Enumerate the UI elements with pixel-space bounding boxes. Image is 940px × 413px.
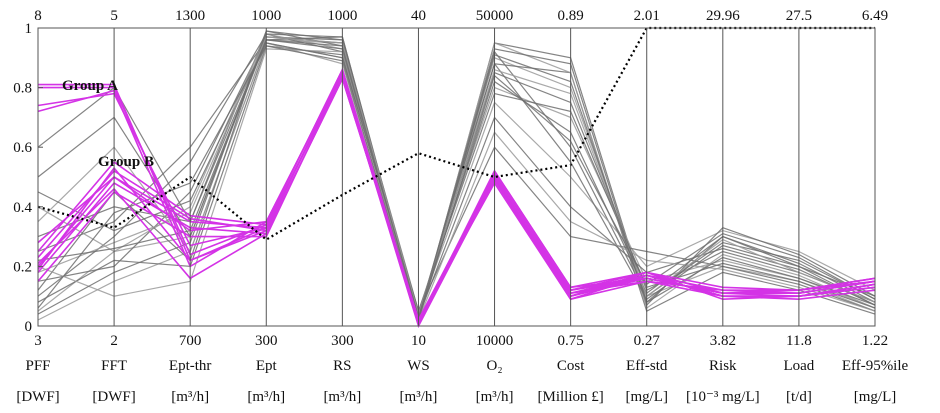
- axis-name-label: FFT: [101, 358, 127, 374]
- axis-unit-label: [m³/h]: [323, 389, 361, 405]
- axis-unit-label: [m³/h]: [400, 389, 438, 405]
- axis-name-label: Eff-95%ile: [842, 358, 909, 374]
- axis-name-label: Risk: [709, 358, 737, 374]
- axis-name-label: RS: [333, 358, 351, 374]
- axis-name-label: PFF: [25, 358, 50, 374]
- axis-unit-label: [m³/h]: [247, 389, 285, 405]
- axis-max-label: 29.96: [706, 8, 740, 24]
- axis-max-label: 40: [411, 8, 426, 24]
- axis-max-label: 5: [110, 8, 118, 24]
- axis-max-label: 1300: [175, 8, 205, 24]
- y-tick-label: 1: [25, 21, 33, 37]
- population-line: [37, 36, 876, 323]
- axis-unit-label: [Million £]: [538, 389, 604, 405]
- axis-unit-label: [mg/L]: [854, 389, 897, 405]
- axis-name-label: O₂: [487, 358, 503, 374]
- y-tick-label: 0.2: [13, 259, 32, 275]
- axis-max-label: 1000: [251, 8, 281, 24]
- axis-unit-label: [m³/h]: [476, 389, 514, 405]
- axis-name-label: Ept: [256, 358, 278, 374]
- y-tick-label: 0.8: [13, 81, 32, 97]
- y-tick-label: 0.6: [13, 140, 32, 156]
- axis-unit-label: [DWF]: [92, 389, 135, 405]
- annotation-group-b: Group B: [98, 154, 154, 170]
- population-line: [37, 42, 876, 314]
- axis-min-label: 2: [110, 333, 118, 349]
- population-line: [37, 36, 876, 317]
- population-line: [37, 36, 876, 323]
- axis-name-label: Load: [783, 358, 814, 374]
- axis-name-label: WS: [407, 358, 430, 374]
- axes: [37, 27, 876, 327]
- axis-max-label: 0.89: [558, 8, 584, 24]
- annotation-group-a: Group A: [62, 78, 118, 94]
- axis-name-label: Eff-std: [626, 358, 668, 374]
- axis-max-label: 2.01: [634, 8, 660, 24]
- axis-name-label: Cost: [557, 358, 585, 374]
- population-line: [37, 39, 876, 320]
- axis-max-label: 1000: [327, 8, 357, 24]
- axis-max-label: 8: [34, 8, 42, 24]
- plot-frame: [37, 27, 876, 327]
- y-tick-label: 0.4: [13, 200, 32, 216]
- axis-name-label: Ept-thr: [169, 358, 212, 374]
- axis-min-label: 10: [411, 333, 426, 349]
- axis-min-label: 700: [179, 333, 202, 349]
- axis-min-label: 3.82: [710, 333, 736, 349]
- axis-unit-label: [t/d]: [786, 389, 812, 405]
- y-tick-label: 0: [25, 319, 33, 335]
- group-b-line: [37, 73, 876, 326]
- group-b-line: [37, 76, 876, 323]
- axis-unit-label: [mg/L]: [625, 389, 668, 405]
- population-line: [37, 33, 876, 320]
- population-line: [37, 45, 876, 319]
- axis-min-label: 0.75: [558, 333, 584, 349]
- axis-min-label: 1.22: [862, 333, 888, 349]
- group-lines: [37, 67, 876, 329]
- population-line: [37, 39, 876, 317]
- population-line: [37, 48, 876, 322]
- axis-min-label: 10000: [476, 333, 514, 349]
- axis-min-label: 3: [34, 333, 42, 349]
- population-line: [37, 45, 876, 323]
- population-line: [37, 36, 876, 313]
- axis-unit-label: [DWF]: [16, 389, 59, 405]
- axis-max-label: 50000: [476, 8, 514, 24]
- axis-max-label: 6.49: [862, 8, 888, 24]
- axis-min-label: 300: [255, 333, 278, 349]
- axis-min-label: 0.27: [634, 333, 661, 349]
- axis-min-label: 300: [331, 333, 354, 349]
- population-lines: [37, 30, 876, 323]
- axis-min-label: 11.8: [786, 333, 812, 349]
- axis-unit-label: [10⁻³ mg/L]: [686, 389, 760, 405]
- axis-unit-label: [m³/h]: [171, 389, 209, 405]
- axis-labels: 83PFF[DWF]52FFT[DWF]1300700Ept-thr[m³/h]…: [13, 8, 908, 405]
- axis-max-label: 27.5: [786, 8, 812, 24]
